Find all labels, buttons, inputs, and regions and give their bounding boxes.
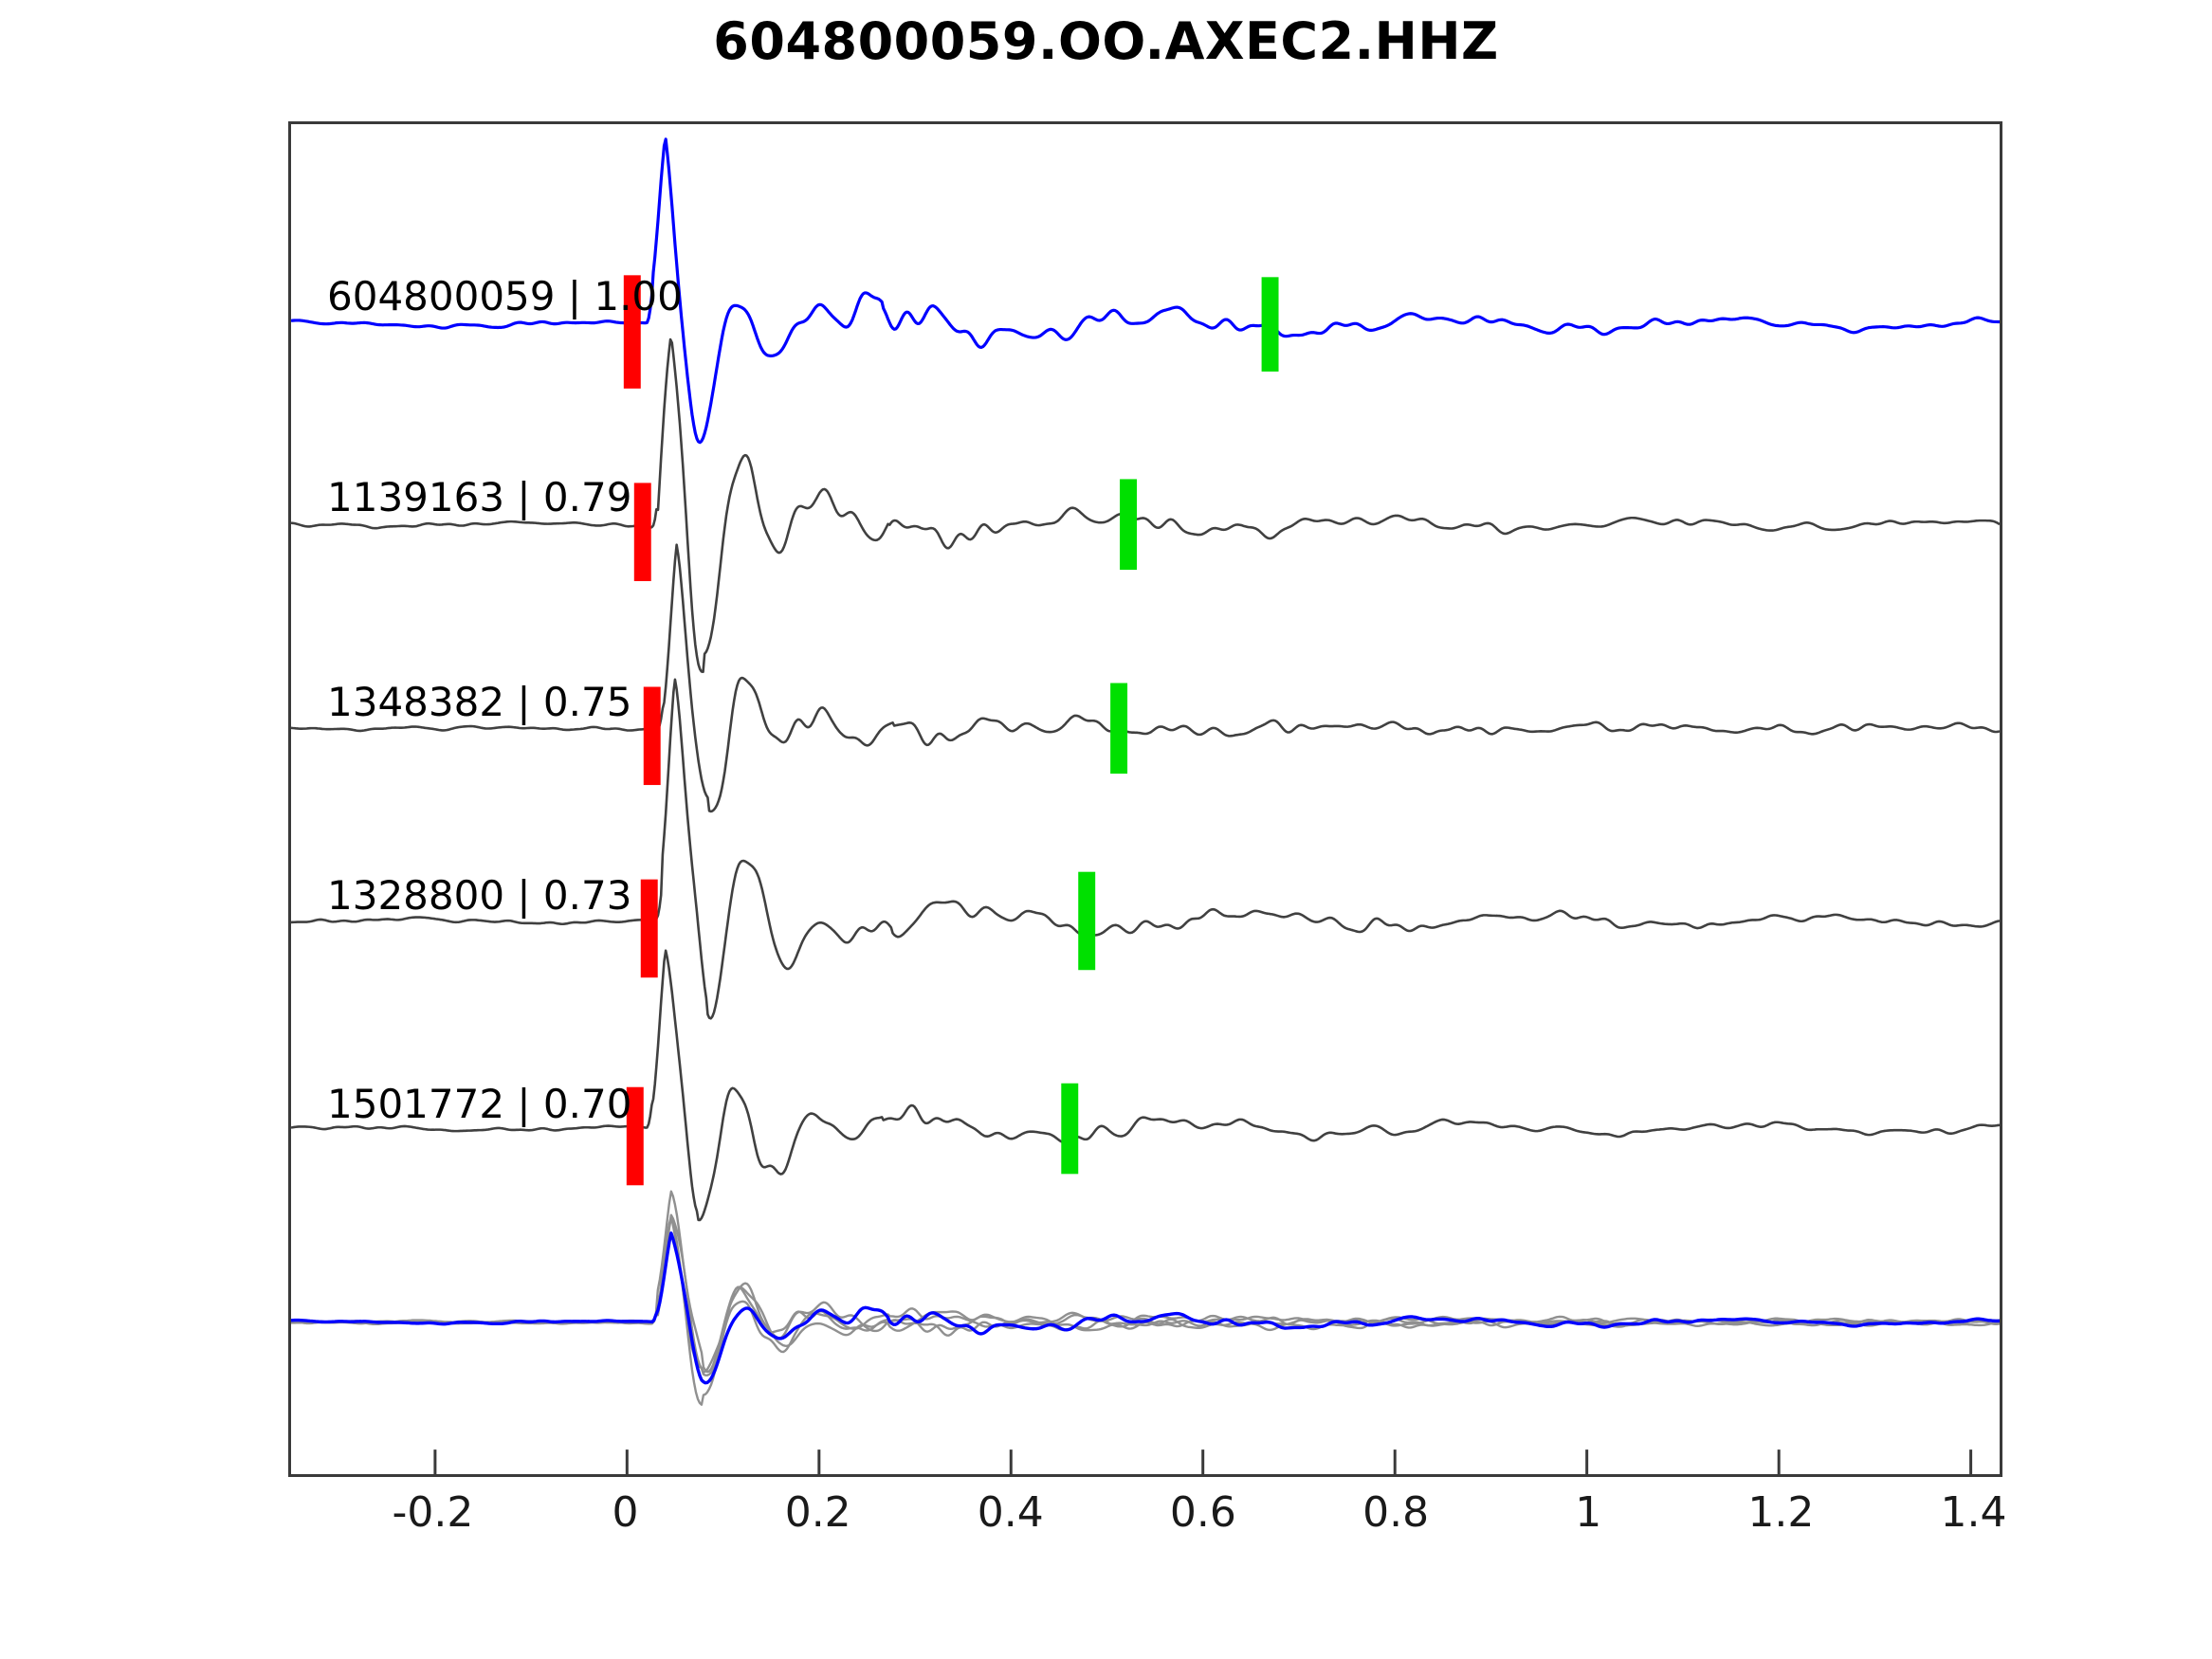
s-pick-marker [1061, 1083, 1079, 1175]
x-tick-label: 0 [612, 1488, 639, 1537]
stack-gray-trace [291, 1216, 2000, 1374]
trace-label: 604800059 | 1.00 [327, 273, 683, 319]
plot-area: 604800059 | 1.00 1139163 | 0.79 1348382 | … [288, 121, 2002, 1477]
x-tick-label: 0.4 [977, 1488, 1044, 1537]
trace-label: 1501772 | 0.70 [327, 1081, 632, 1127]
waveform-traces [291, 137, 2000, 1406]
waveform-svg [291, 137, 2000, 1474]
stack-template-trace [291, 1231, 2000, 1385]
waveform-trace [291, 337, 2000, 673]
x-tick-label: -0.2 [392, 1488, 474, 1537]
trace-label: 1328800 | 0.73 [327, 872, 632, 919]
s-pick-marker [1110, 683, 1128, 775]
figure-title: 604800059.OO.AXEC2.HHZ [713, 11, 1499, 71]
p-pick-marker [643, 686, 661, 786]
x-tick-label: 0.6 [1169, 1488, 1236, 1537]
x-tick-label: 1.4 [1940, 1488, 2007, 1537]
x-tick-label: 1 [1575, 1488, 1602, 1537]
x-axis-tick-labels: -0.2 0 0.2 0.4 0.6 0.8 1 1.2 1.4 [288, 1488, 2006, 1555]
p-pick-marker [633, 483, 651, 581]
trace-label: 1139163 | 0.79 [327, 474, 632, 520]
s-pick-marker [1120, 479, 1138, 571]
s-pick-marker [1078, 871, 1096, 971]
waveform-trace [291, 949, 2000, 1222]
stack-gray-trace [291, 1190, 2000, 1374]
x-axis-ticks [433, 1449, 1973, 1474]
stack-gray-trace [291, 1215, 2000, 1406]
s-pick-marker [1261, 277, 1279, 372]
waveform-trace [291, 137, 2000, 445]
p-pick-marker [626, 1086, 644, 1186]
x-tick-label: 1.2 [1747, 1488, 1815, 1537]
pick-markers [623, 275, 1279, 1186]
p-pick-marker [640, 879, 658, 978]
x-tick-label: 0.8 [1362, 1488, 1430, 1537]
stack-gray-trace [291, 1213, 2000, 1376]
p-pick-marker [623, 275, 641, 389]
waveform-trace [291, 543, 2000, 813]
trace-label: 1348382 | 0.75 [327, 679, 632, 725]
x-tick-label: 0.2 [784, 1488, 851, 1537]
waveform-trace [291, 678, 2000, 1020]
